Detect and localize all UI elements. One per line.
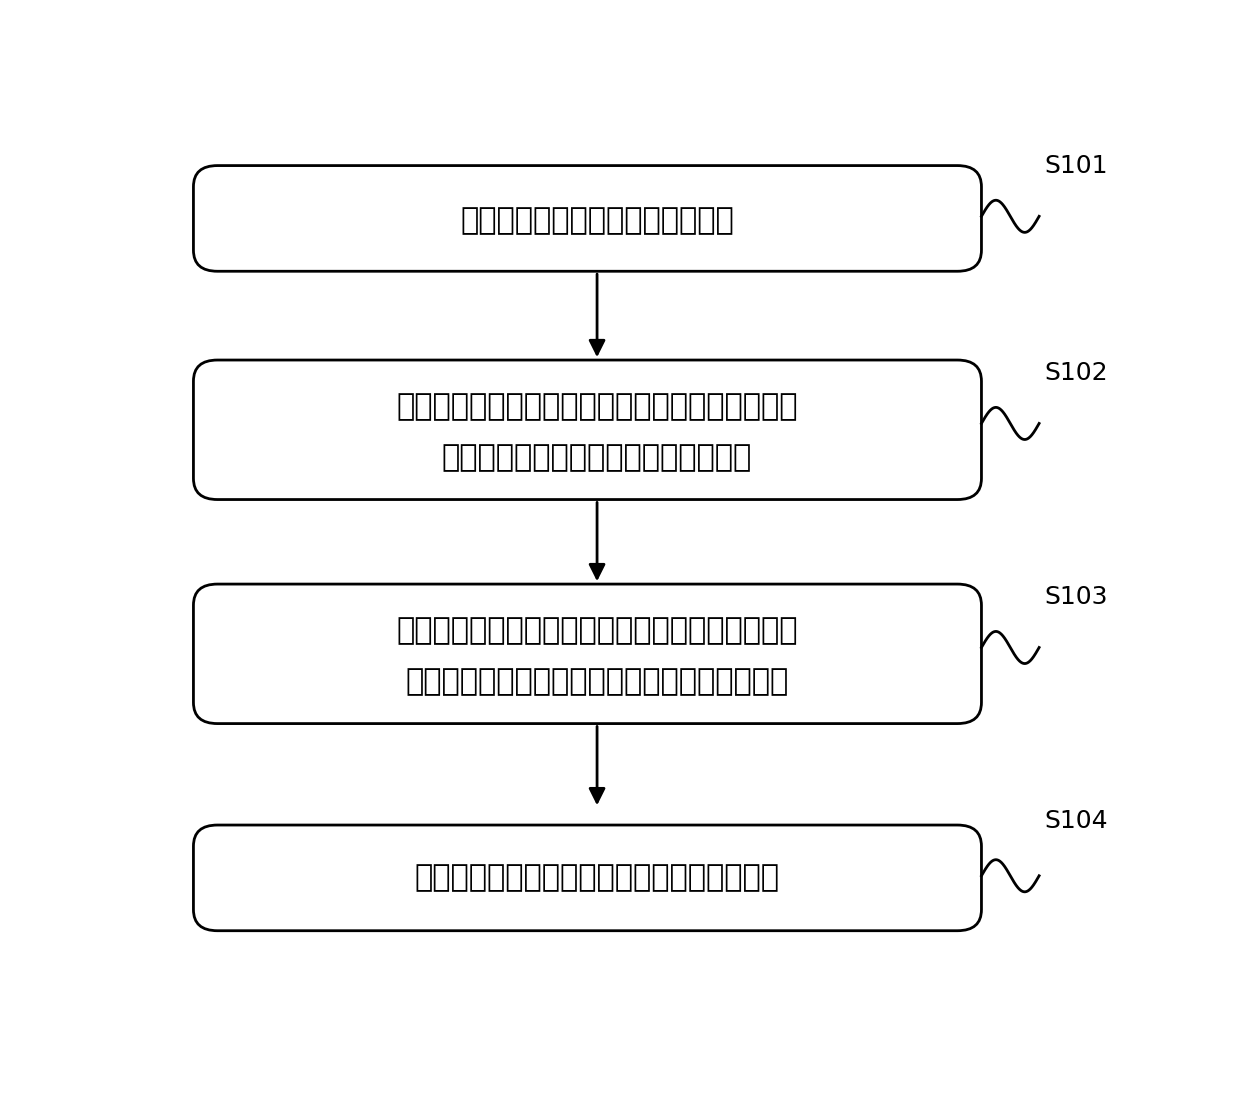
- Text: S102: S102: [1044, 361, 1107, 384]
- Text: 利用预先训练得到的布谷鸟算法优化的神经网络分: 利用预先训练得到的布谷鸟算法优化的神经网络分: [397, 616, 797, 646]
- Text: 根据各个所述子预测结果，确定最终预测结果: 根据各个所述子预测结果，确定最终预测结果: [414, 863, 780, 892]
- Text: 别对各个所述子序列进行预测，得到子预测结果: 别对各个所述子序列进行预测，得到子预测结果: [405, 666, 789, 696]
- Text: 确定用于预测的历史风速数据序列: 确定用于预测的历史风速数据序列: [460, 206, 734, 235]
- FancyBboxPatch shape: [193, 360, 982, 500]
- Text: 子序列，并对各个所述子序列进行重构: 子序列，并对各个所述子序列进行重构: [441, 442, 753, 472]
- Text: S103: S103: [1044, 585, 1107, 608]
- Text: 利用小波算法将所述历史风速数据序列分解为多个: 利用小波算法将所述历史风速数据序列分解为多个: [397, 392, 797, 421]
- Text: S101: S101: [1044, 154, 1107, 178]
- Text: S104: S104: [1044, 809, 1107, 832]
- FancyBboxPatch shape: [193, 825, 982, 931]
- FancyBboxPatch shape: [193, 584, 982, 724]
- FancyBboxPatch shape: [193, 166, 982, 271]
